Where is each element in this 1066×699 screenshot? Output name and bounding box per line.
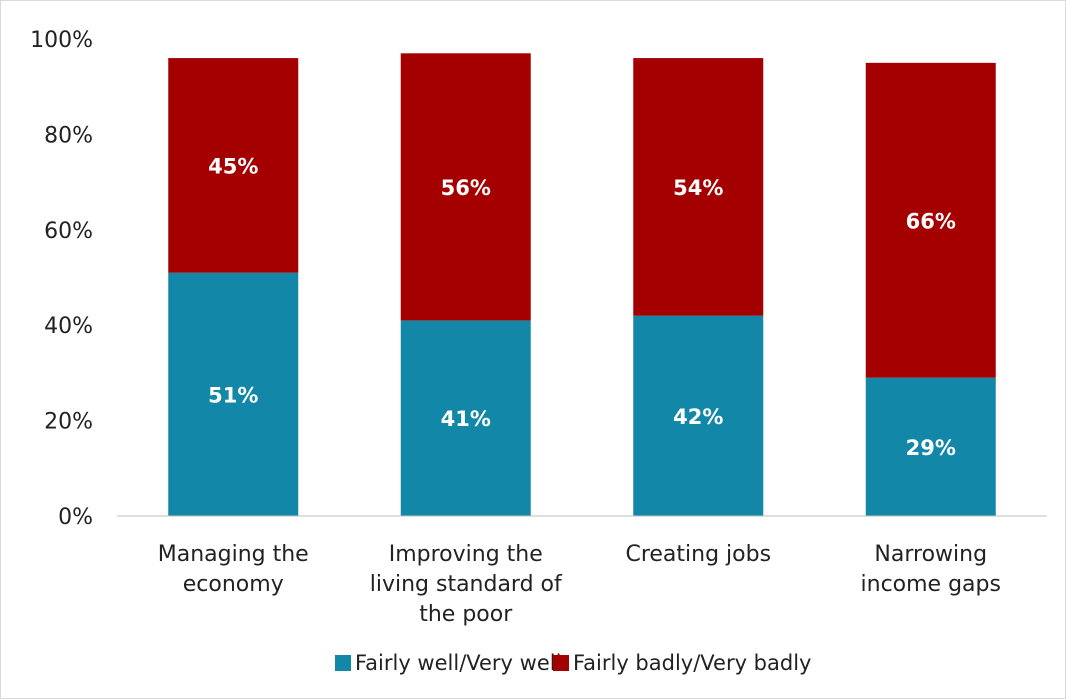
data-label: 66% bbox=[906, 209, 956, 233]
y-tick-label: 60% bbox=[44, 219, 93, 244]
y-tick-label: 100% bbox=[30, 28, 93, 53]
data-label: 45% bbox=[208, 154, 258, 178]
x-tick-label: economy bbox=[183, 572, 284, 597]
x-tick-label: income gaps bbox=[861, 572, 1001, 597]
data-label: 56% bbox=[441, 176, 491, 200]
legend-swatch bbox=[553, 655, 569, 671]
x-tick-label: Improving the bbox=[389, 542, 543, 567]
x-tick-label: living standard of bbox=[370, 572, 563, 597]
x-tick-label: Creating jobs bbox=[625, 542, 771, 567]
x-tick-label: Managing the bbox=[158, 542, 309, 567]
y-tick-label: 80% bbox=[44, 123, 93, 148]
legend-label: Fairly well/Very well bbox=[355, 651, 561, 675]
y-tick-label: 0% bbox=[58, 505, 93, 530]
y-tick-label: 40% bbox=[44, 314, 93, 339]
data-label: 42% bbox=[673, 405, 723, 429]
legend-swatch bbox=[335, 655, 351, 671]
y-tick-label: 20% bbox=[44, 410, 93, 435]
data-label: 41% bbox=[441, 407, 491, 431]
data-label: 54% bbox=[673, 176, 723, 200]
x-tick-label: the poor bbox=[419, 602, 513, 627]
x-tick-label: Narrowing bbox=[874, 542, 987, 567]
legend-label: Fairly badly/Very badly bbox=[573, 651, 811, 675]
data-label: 29% bbox=[906, 436, 956, 460]
data-label: 51% bbox=[208, 383, 258, 407]
